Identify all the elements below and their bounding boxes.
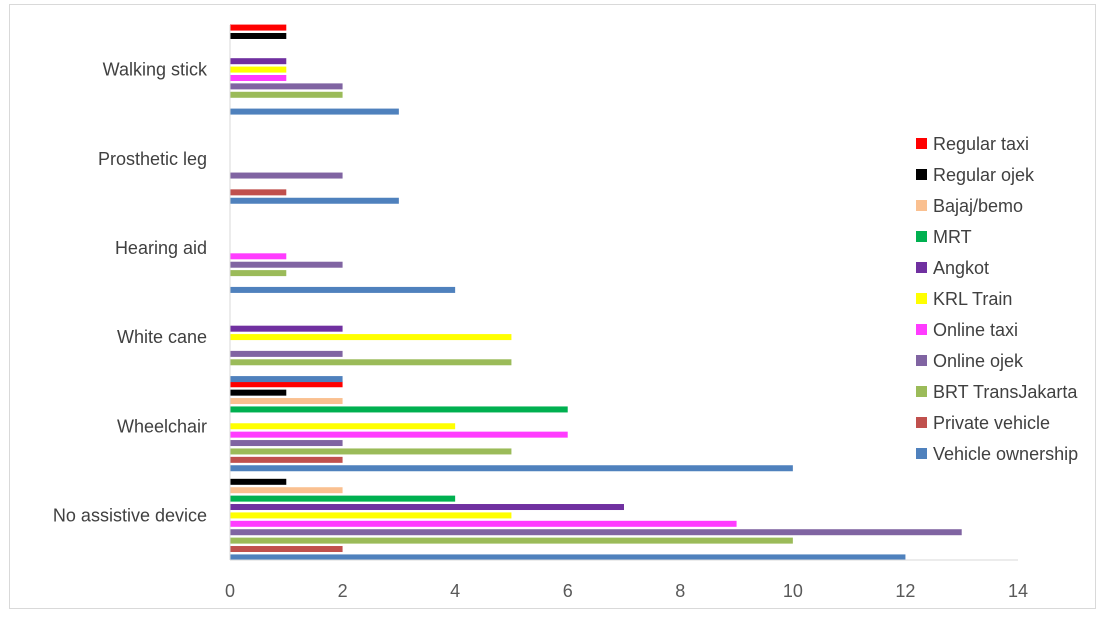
x-tick-label-6: 6 bbox=[563, 581, 573, 601]
bar-mrt-no-assistive-device bbox=[230, 495, 456, 502]
category-label-wheelchair: Wheelchair bbox=[117, 416, 207, 436]
bar-krl-train-wheelchair bbox=[230, 423, 456, 430]
bar-krl-train-no-assistive-device bbox=[230, 512, 512, 519]
bar-bajaj-bemo-no-assistive-device bbox=[230, 487, 343, 494]
bar-regular-ojek-walking-stick bbox=[230, 32, 287, 39]
category-label-white-cane: White cane bbox=[117, 327, 207, 347]
bar-vehicle-ownership-hearing-aid bbox=[230, 286, 456, 293]
bar-vehicle-ownership-wheelchair bbox=[230, 465, 793, 472]
legend-swatch-angkot bbox=[916, 262, 927, 273]
legend: Regular taxi Regular ojek Bajaj/bemo MRT Ang… bbox=[916, 134, 1078, 464]
bar-online-ojek-prosthetic-leg bbox=[230, 172, 343, 179]
legend-label-regular-ojek: Regular ojek bbox=[933, 165, 1035, 185]
legend-label-angkot: Angkot bbox=[933, 258, 989, 278]
chart-frame bbox=[9, 4, 1096, 609]
bar-vehicle-ownership-walking-stick bbox=[230, 108, 399, 115]
legend-label-brt-transjakarta: BRT TransJakarta bbox=[933, 382, 1078, 402]
bar-regular-ojek-wheelchair bbox=[230, 389, 287, 396]
x-tick-label-8: 8 bbox=[675, 581, 685, 601]
bar-brt-transjakarta-wheelchair bbox=[230, 448, 512, 455]
bar-brt-transjakarta-walking-stick bbox=[230, 91, 343, 98]
legend-label-regular-taxi: Regular taxi bbox=[933, 134, 1029, 154]
x-tick-label-14: 14 bbox=[1008, 581, 1028, 601]
legend-swatch-bajaj-bemo bbox=[916, 200, 927, 211]
legend-label-krl-train: KRL Train bbox=[933, 289, 1012, 309]
x-tick-label-12: 12 bbox=[895, 581, 915, 601]
legend-swatch-regular-taxi bbox=[916, 138, 927, 149]
bar-private-vehicle-wheelchair bbox=[230, 456, 343, 463]
bar-online-taxi-no-assistive-device bbox=[230, 520, 737, 527]
bar-online-taxi-walking-stick bbox=[230, 74, 287, 81]
legend-swatch-regular-ojek bbox=[916, 169, 927, 180]
bar-angkot-walking-stick bbox=[230, 58, 287, 65]
x-tick-label-2: 2 bbox=[338, 581, 348, 601]
legend-swatch-brt-transjakarta bbox=[916, 386, 927, 397]
bar-regular-taxi-wheelchair bbox=[230, 381, 343, 388]
bar-mrt-wheelchair bbox=[230, 406, 568, 413]
bar-online-ojek-wheelchair bbox=[230, 440, 343, 447]
bar-private-vehicle-prosthetic-leg bbox=[230, 189, 287, 196]
bar-bajaj-bemo-wheelchair bbox=[230, 398, 343, 405]
category-label-hearing-aid: Hearing aid bbox=[115, 238, 207, 258]
category-label-prosthetic-leg: Prosthetic leg bbox=[98, 149, 207, 169]
x-tick-label-4: 4 bbox=[450, 581, 460, 601]
bar-vehicle-ownership-no-assistive-device bbox=[230, 554, 906, 561]
bar-brt-transjakarta-no-assistive-device bbox=[230, 537, 793, 544]
category-label-walking-stick: Walking stick bbox=[103, 60, 208, 80]
bars-group bbox=[230, 24, 962, 561]
legend-swatch-private-vehicle bbox=[916, 417, 927, 428]
bar-private-vehicle-no-assistive-device bbox=[230, 546, 343, 553]
bar-brt-transjakarta-hearing-aid bbox=[230, 270, 287, 277]
legend-swatch-online-taxi bbox=[916, 324, 927, 335]
bar-krl-train-walking-stick bbox=[230, 66, 287, 73]
bar-online-ojek-hearing-aid bbox=[230, 261, 343, 268]
bar-online-taxi-wheelchair bbox=[230, 431, 568, 438]
bar-online-ojek-white-cane bbox=[230, 350, 343, 357]
bar-angkot-white-cane bbox=[230, 325, 343, 332]
axis-group: No assistive device Wheelchair White cane H… bbox=[53, 25, 1028, 601]
bar-online-ojek-walking-stick bbox=[230, 83, 343, 90]
bar-brt-transjakarta-white-cane bbox=[230, 359, 512, 366]
bar-regular-ojek-no-assistive-device bbox=[230, 478, 287, 485]
legend-swatch-krl-train bbox=[916, 293, 927, 304]
legend-label-online-ojek: Online ojek bbox=[933, 351, 1024, 371]
bar-angkot-no-assistive-device bbox=[230, 504, 624, 511]
legend-label-private-vehicle: Private vehicle bbox=[933, 413, 1050, 433]
legend-label-mrt: MRT bbox=[933, 227, 972, 247]
x-tick-label-0: 0 bbox=[225, 581, 235, 601]
category-label-no-assistive-device: No assistive device bbox=[53, 505, 207, 525]
bar-krl-train-white-cane bbox=[230, 334, 512, 341]
legend-swatch-online-ojek bbox=[916, 355, 927, 366]
legend-label-online-taxi: Online taxi bbox=[933, 320, 1018, 340]
legend-label-bajaj-bemo: Bajaj/bemo bbox=[933, 196, 1023, 216]
bar-online-ojek-no-assistive-device bbox=[230, 529, 962, 536]
x-tick-label-10: 10 bbox=[783, 581, 803, 601]
bar-vehicle-ownership-prosthetic-leg bbox=[230, 197, 399, 204]
legend-label-vehicle-ownership: Vehicle ownership bbox=[933, 444, 1078, 464]
bar-vehicle-ownership-white-cane bbox=[230, 376, 343, 383]
bar-online-taxi-hearing-aid bbox=[230, 253, 287, 260]
bar-regular-taxi-walking-stick bbox=[230, 24, 287, 31]
legend-swatch-mrt bbox=[916, 231, 927, 242]
legend-swatch-vehicle-ownership bbox=[916, 448, 927, 459]
